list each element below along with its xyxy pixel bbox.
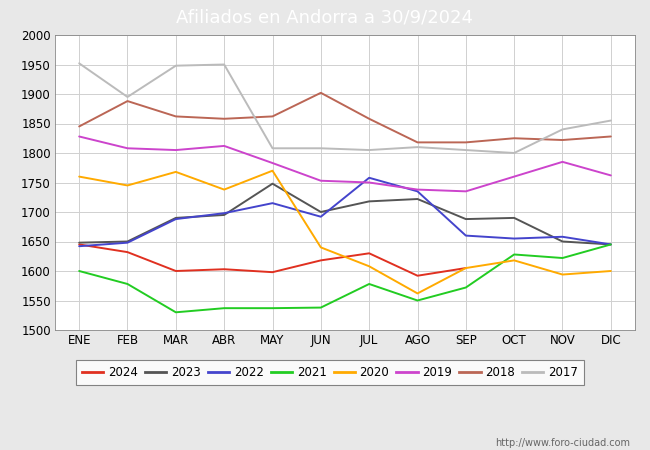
Legend: 2024, 2023, 2022, 2021, 2020, 2019, 2018, 2017: 2024, 2023, 2022, 2021, 2020, 2019, 2018…: [76, 360, 584, 385]
Text: Afiliados en Andorra a 30/9/2024: Afiliados en Andorra a 30/9/2024: [177, 9, 473, 27]
Text: http://www.foro-ciudad.com: http://www.foro-ciudad.com: [495, 438, 630, 448]
